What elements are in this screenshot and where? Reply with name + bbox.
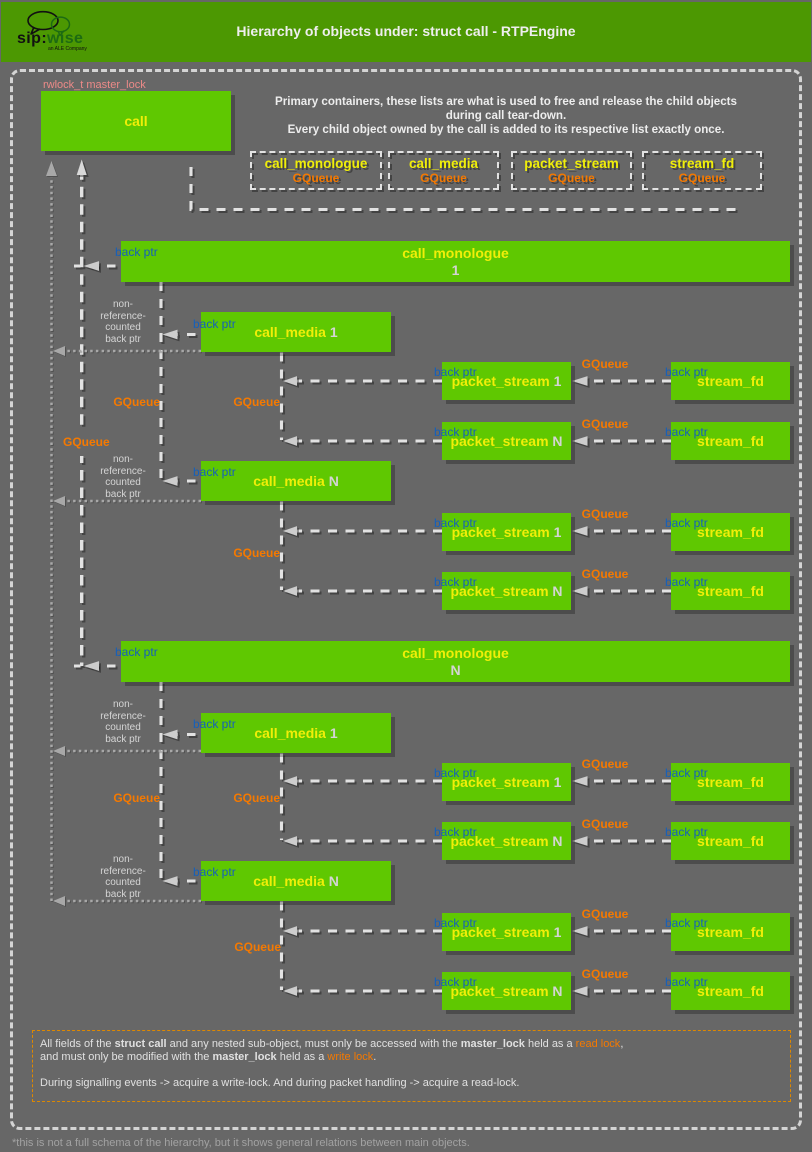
svg-text:an ALE Company: an ALE Company [48,46,87,52]
svg-text:sip:wise: sip:wise [17,30,83,47]
